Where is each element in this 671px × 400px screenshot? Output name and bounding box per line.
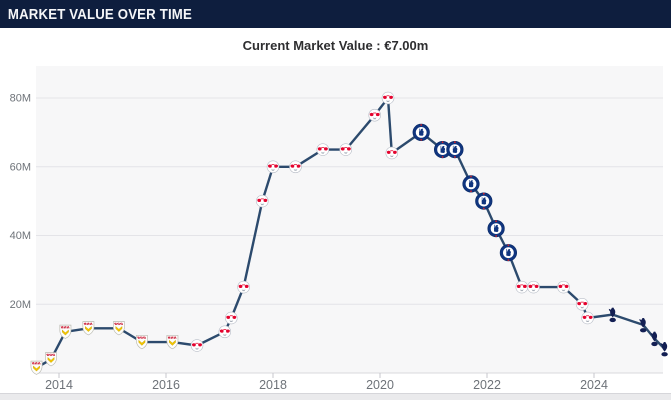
x-tick-label-2020: 2020: [366, 378, 394, 392]
chelsea-crest-icon[interactable]: [487, 219, 505, 238]
rb-leipzig-crest-icon[interactable]: [557, 280, 570, 294]
rb-leipzig-crest-icon[interactable]: [190, 339, 204, 352]
x-tick-label-2014: 2014: [45, 378, 73, 392]
x-tick-label-2022: 2022: [473, 378, 501, 392]
rb-leipzig-crest-icon[interactable]: [385, 146, 399, 160]
rb-leipzig-crest-icon[interactable]: [255, 194, 269, 208]
rb-leipzig-crest-icon[interactable]: [575, 297, 589, 311]
x-tick-label-2018: 2018: [259, 378, 287, 392]
rb-leipzig-crest-icon[interactable]: [515, 280, 529, 294]
rb-leipzig-crest-icon[interactable]: [316, 143, 330, 157]
y-tick-label-20M: 20M: [10, 299, 31, 311]
chelsea-crest-icon[interactable]: [462, 175, 480, 193]
rb-leipzig-crest-icon[interactable]: [368, 108, 382, 122]
y-tick-label-40M: 40M: [10, 230, 31, 242]
x-tick-label-2024: 2024: [580, 378, 608, 392]
chelsea-crest-icon[interactable]: [475, 192, 493, 210]
current-market-value-label: Current Market Value : €7.00m: [242, 38, 429, 53]
chelsea-crest-icon[interactable]: [499, 243, 518, 262]
footer-divider: [0, 393, 671, 400]
rb-leipzig-crest-icon[interactable]: [237, 280, 251, 294]
rb-leipzig-crest-icon[interactable]: [381, 91, 395, 105]
rb-leipzig-crest-icon[interactable]: [266, 160, 280, 174]
plot-background: [36, 66, 663, 373]
x-tick-label-2016: 2016: [152, 378, 180, 392]
rb-leipzig-crest-icon[interactable]: [289, 160, 302, 174]
rb-leipzig-crest-icon[interactable]: [224, 311, 238, 325]
y-tick-label-80M: 80M: [10, 93, 31, 105]
chelsea-crest-icon[interactable]: [412, 123, 430, 142]
header-bar: MARKET VALUE OVER TIME: [0, 0, 671, 28]
y-tick-label-60M: 60M: [10, 161, 31, 173]
rb-leipzig-crest-icon[interactable]: [581, 311, 595, 325]
rb-leipzig-crest-icon[interactable]: [339, 143, 353, 157]
chelsea-crest-icon[interactable]: [446, 140, 464, 159]
page-title: MARKET VALUE OVER TIME: [7, 5, 192, 23]
rb-leipzig-crest-icon[interactable]: [527, 280, 540, 294]
rb-leipzig-crest-icon[interactable]: [218, 325, 232, 339]
